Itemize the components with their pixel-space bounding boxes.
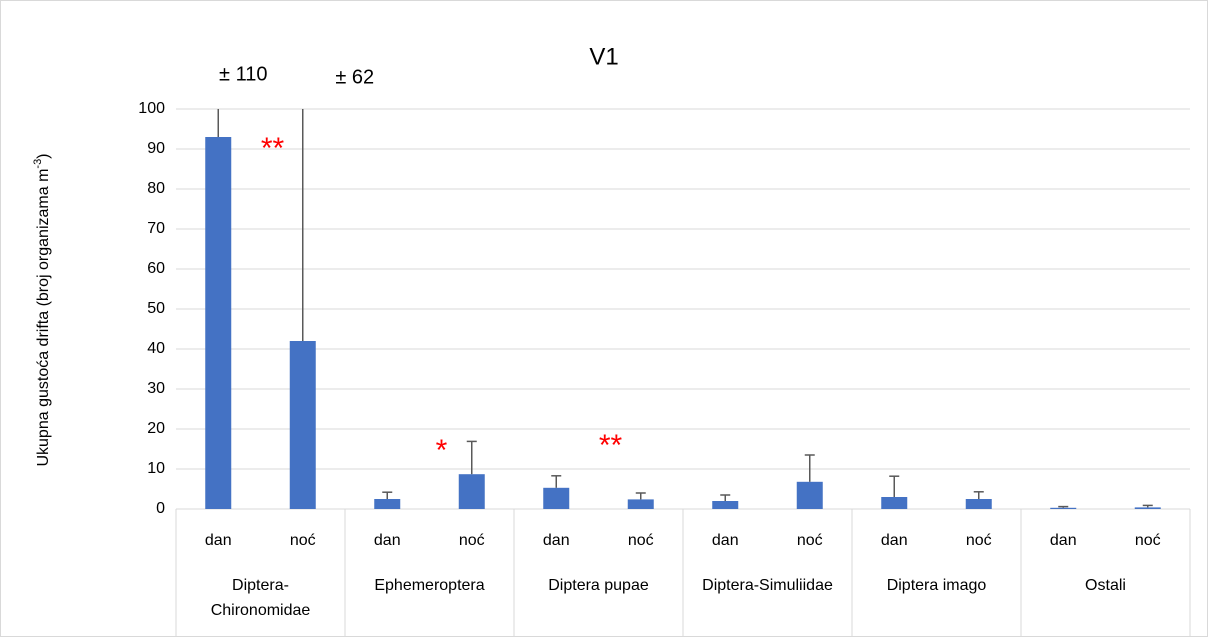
- bar: [289, 341, 316, 509]
- y-tick-label: 50: [147, 300, 165, 317]
- y-tick-label: 40: [147, 340, 165, 357]
- bar: [374, 499, 401, 509]
- x-tick-label: noć: [1135, 532, 1161, 549]
- error-bar: [889, 475, 900, 497]
- y-tick-label: 90: [147, 140, 165, 157]
- y-axis-label: Ukupna gustoća drifta (broj organizama m…: [32, 153, 52, 466]
- error-bar: [302, 109, 304, 341]
- x-tick-label: noć: [797, 532, 823, 549]
- bar: [965, 499, 992, 509]
- error-bar: [551, 475, 562, 488]
- x-tick-label: dan: [543, 532, 570, 549]
- y-tick-label: 10: [147, 460, 165, 477]
- bar: [1050, 507, 1077, 509]
- y-tick-label: 20: [147, 420, 165, 437]
- x-tick-label: noć: [290, 532, 316, 549]
- bar: [458, 474, 485, 509]
- error-bar: [720, 494, 731, 501]
- error-label: ± 110: [219, 63, 267, 85]
- x-tick-label: noć: [966, 532, 992, 549]
- error-bar: [635, 492, 646, 500]
- x-tick-label: dan: [881, 532, 908, 549]
- bar: [712, 501, 739, 509]
- significance-marker: *: [436, 434, 448, 467]
- group-label: Diptera imago: [886, 577, 987, 594]
- group-label: Ephemeroptera: [374, 577, 485, 594]
- error-bar: [804, 454, 815, 482]
- error-bar: [382, 491, 393, 499]
- y-label-text: Ukupna gustoća drifta (broj organizama m: [35, 169, 52, 467]
- x-tick-label: noć: [459, 532, 485, 549]
- x-tick-label: dan: [712, 532, 739, 549]
- x-tick-label: dan: [205, 532, 232, 549]
- significance-marker: **: [261, 132, 285, 165]
- bar: [1134, 507, 1161, 509]
- y-tick-label: 70: [147, 220, 165, 237]
- y-label-end: ): [35, 153, 52, 158]
- bar: [543, 487, 570, 509]
- y-tick-label: 100: [138, 100, 165, 117]
- chart-title: V1: [589, 43, 618, 70]
- error-bar: [1058, 505, 1069, 508]
- error-bar: [466, 440, 477, 475]
- group-label: Ostali: [1085, 577, 1126, 594]
- y-tick-label: 80: [147, 180, 165, 197]
- x-tick-label: dan: [1050, 532, 1077, 549]
- bar: [796, 481, 823, 509]
- y-tick-label: 0: [156, 500, 165, 517]
- y-tick-label: 60: [147, 260, 165, 277]
- error-bar: [973, 491, 984, 499]
- x-tick-label: noć: [628, 532, 654, 549]
- y-tick-label: 30: [147, 380, 165, 397]
- significance-marker: **: [599, 429, 623, 462]
- group-label: Diptera-Simuliidae: [702, 577, 833, 594]
- error-bar: [1142, 504, 1153, 508]
- y-label-sup: -3: [32, 159, 44, 169]
- bar: [205, 137, 232, 509]
- bar: [881, 497, 908, 509]
- group-label: Diptera pupae: [548, 577, 649, 594]
- x-tick-label: dan: [374, 532, 401, 549]
- bar: [627, 499, 654, 509]
- error-label: ± 62: [335, 66, 374, 88]
- group-label: Diptera-Chironomidae: [210, 577, 311, 619]
- plot-area: [205, 109, 1161, 509]
